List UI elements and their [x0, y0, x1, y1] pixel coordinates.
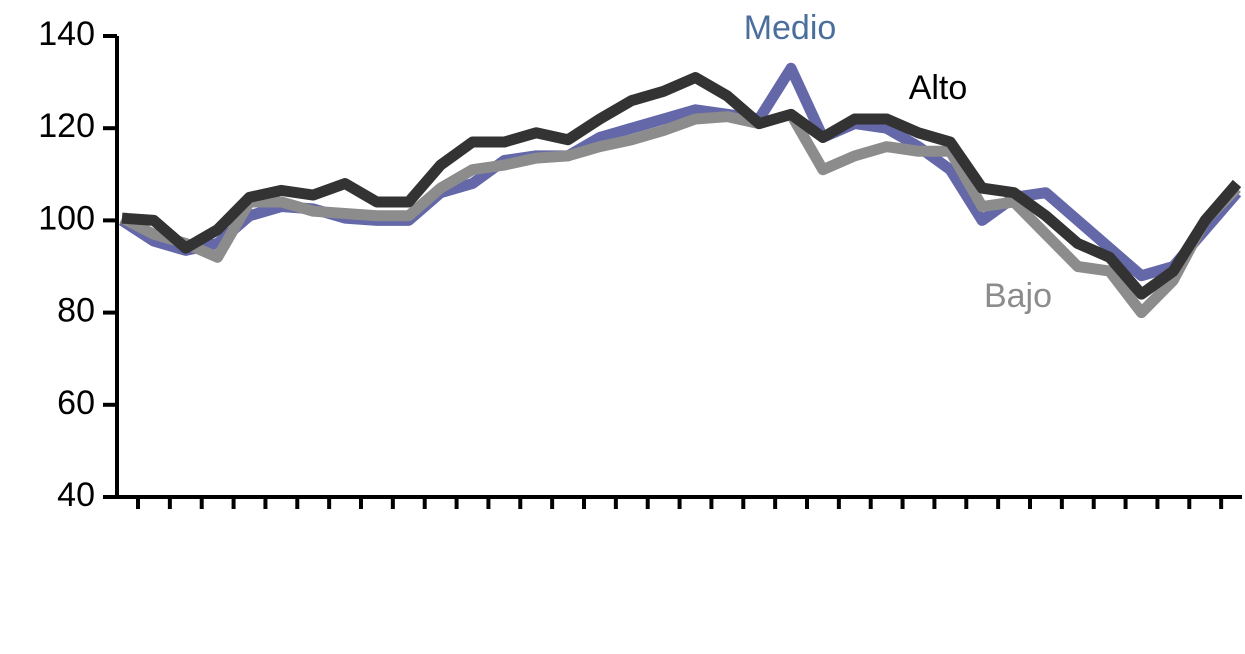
y-tick-label: 60: [57, 384, 95, 422]
y-tick-label: 80: [57, 292, 95, 330]
y-tick-label: 40: [57, 476, 95, 514]
y-tick-label: 140: [38, 15, 95, 53]
y-tick-label: 120: [38, 107, 95, 145]
series-label: Bajo: [984, 277, 1052, 315]
y-tick-label: 100: [38, 199, 95, 237]
series-line: [118, 62, 1242, 282]
series-label: Medio: [744, 9, 837, 47]
series-line: [119, 108, 1241, 319]
series-line: [121, 71, 1242, 300]
series-label: Alto: [909, 69, 968, 107]
